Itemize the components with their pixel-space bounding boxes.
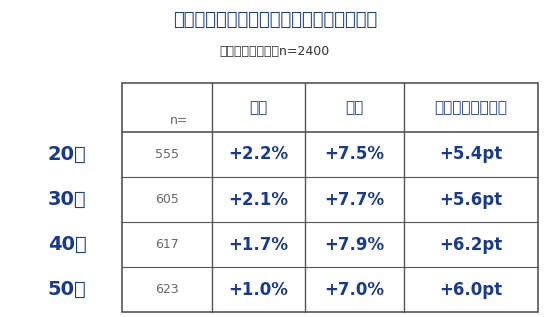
Text: 希望と実態の差分: 希望と実態の差分 — [434, 100, 507, 115]
Text: +7.0%: +7.0% — [324, 281, 384, 299]
Text: 40代: 40代 — [48, 235, 86, 254]
Text: +5.4pt: +5.4pt — [439, 146, 502, 163]
Text: 全体／単一回答／n=2400: 全体／単一回答／n=2400 — [220, 45, 330, 58]
Text: n=: n= — [170, 114, 189, 127]
Text: 【年代別の平均賃上げ率・希望賃上げ率】: 【年代別の平均賃上げ率・希望賃上げ率】 — [173, 11, 377, 29]
Bar — [122, 83, 538, 313]
Text: 605: 605 — [155, 193, 179, 206]
Text: 20代: 20代 — [48, 145, 86, 164]
Text: +5.6pt: +5.6pt — [439, 191, 502, 209]
Text: 希望: 希望 — [345, 100, 364, 115]
Text: +7.7%: +7.7% — [324, 191, 384, 209]
Text: +6.2pt: +6.2pt — [439, 236, 502, 254]
Text: +6.0pt: +6.0pt — [439, 281, 502, 299]
Text: +1.0%: +1.0% — [229, 281, 289, 299]
Text: 623: 623 — [155, 283, 179, 296]
Text: 555: 555 — [155, 148, 179, 161]
Text: +7.5%: +7.5% — [324, 146, 384, 163]
Text: 617: 617 — [155, 238, 179, 251]
Text: 50代: 50代 — [48, 280, 86, 299]
Text: +2.2%: +2.2% — [228, 146, 289, 163]
Text: 30代: 30代 — [48, 190, 86, 209]
Text: +1.7%: +1.7% — [229, 236, 289, 254]
Text: +7.9%: +7.9% — [324, 236, 384, 254]
Text: +2.1%: +2.1% — [229, 191, 289, 209]
Text: 実際: 実際 — [250, 100, 268, 115]
